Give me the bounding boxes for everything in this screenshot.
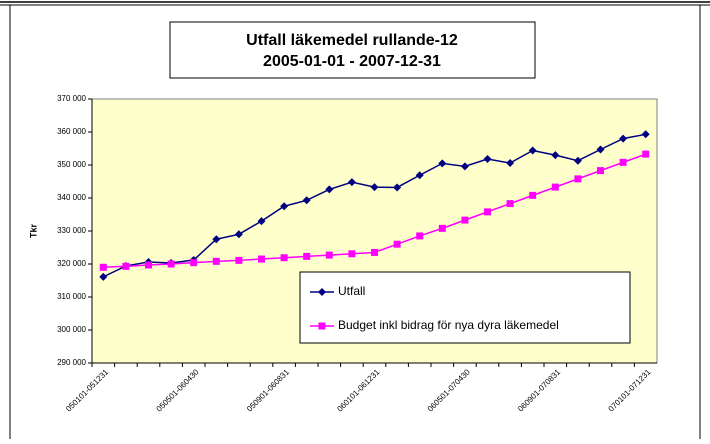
data-point	[122, 262, 130, 270]
data-point	[528, 146, 537, 155]
data-point	[438, 224, 446, 232]
y-tick-label: 310 000	[57, 292, 86, 301]
data-point	[371, 248, 378, 256]
data-point	[235, 256, 243, 264]
data-point	[303, 252, 311, 260]
y-tick-label: 340 000	[57, 193, 86, 202]
legend-label: Utfall	[338, 284, 365, 298]
data-point	[212, 257, 220, 265]
data-point	[393, 183, 402, 192]
data-point	[416, 232, 424, 240]
legend-marker	[318, 322, 326, 330]
data-point	[596, 145, 605, 154]
data-point	[347, 178, 356, 187]
data-point	[212, 235, 221, 244]
data-point	[460, 162, 469, 171]
data-point	[258, 255, 265, 263]
chart-title: Utfall läkemedel rullande-12	[246, 32, 458, 49]
data-point	[99, 272, 108, 281]
data-point	[641, 130, 650, 139]
data-point	[167, 260, 175, 268]
data-point	[619, 134, 628, 143]
data-point	[484, 208, 491, 216]
data-point	[529, 191, 537, 199]
data-point	[257, 217, 266, 226]
data-point	[551, 183, 559, 191]
data-point	[506, 200, 514, 208]
data-point	[370, 183, 379, 192]
data-point	[280, 254, 288, 262]
data-point	[325, 185, 334, 194]
y-tick-label: 350 000	[57, 160, 86, 169]
y-tick-label: 370 000	[57, 94, 86, 103]
data-point	[619, 158, 627, 166]
data-point	[280, 202, 289, 211]
data-point	[302, 196, 311, 205]
data-point	[145, 261, 152, 269]
data-point	[99, 263, 107, 271]
y-tick-label: 300 000	[57, 325, 86, 334]
chart-subtitle: 2005-01-01 - 2007-12-31	[263, 53, 441, 70]
data-point	[573, 156, 582, 165]
data-point	[393, 240, 401, 248]
data-point	[325, 251, 333, 259]
y-tick-label: 320 000	[57, 259, 86, 268]
y-tick-label: 330 000	[57, 226, 86, 235]
data-point	[461, 216, 469, 224]
data-point	[190, 259, 198, 267]
data-point	[574, 175, 582, 183]
legend-label: Budget inkl bidrag för nya dyra läkemede…	[338, 318, 559, 332]
data-point	[438, 159, 447, 168]
legend-marker	[318, 288, 326, 296]
y-axis-label: Tkr	[28, 224, 38, 239]
data-point	[597, 167, 604, 175]
data-point	[483, 155, 492, 164]
data-point	[234, 230, 243, 239]
title-box	[169, 21, 536, 79]
y-tick-label: 290 000	[57, 358, 86, 367]
data-point	[506, 159, 515, 168]
legend	[299, 271, 631, 344]
data-point	[642, 150, 650, 158]
data-point	[551, 151, 560, 160]
data-point	[415, 171, 424, 180]
y-tick-label: 360 000	[57, 127, 86, 136]
data-point	[348, 250, 356, 258]
